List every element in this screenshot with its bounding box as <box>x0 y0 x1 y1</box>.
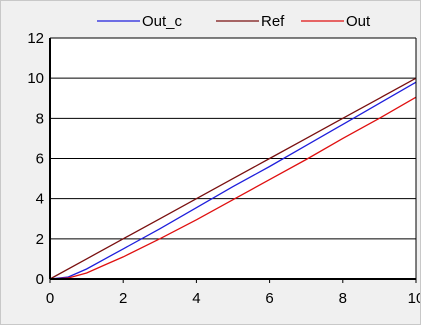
x-tick-label-4: 4 <box>192 290 200 307</box>
y-tick-label-0: 0 <box>36 271 44 288</box>
line-chart: 0 2 4 6 8 10 0 2 4 6 8 10 12 Out_c Ref Out <box>27 13 421 307</box>
x-tick-label-0: 0 <box>46 290 54 307</box>
y-tick-label-8: 8 <box>36 110 44 127</box>
x-tick-label-6: 6 <box>265 290 273 307</box>
series-lines <box>49 77 417 280</box>
series-line-out-c <box>49 81 417 280</box>
axes <box>49 37 417 280</box>
y-tick-label-4: 4 <box>36 191 44 208</box>
series-line-out <box>49 96 417 280</box>
y-tick-label-2: 2 <box>36 231 44 248</box>
y-tick-label-6: 6 <box>36 151 44 168</box>
legend-label-out-c: Out_c <box>142 13 183 30</box>
series-line-ref <box>49 77 417 280</box>
tick-labels: 0 2 4 6 8 10 0 2 4 6 8 10 12 <box>27 30 421 307</box>
x-tick-label-2: 2 <box>119 290 127 307</box>
x-tick-label-10: 10 <box>408 290 420 307</box>
legend-label-out: Out <box>346 13 371 30</box>
legend: Out_c Ref Out <box>97 13 371 30</box>
y-tick-label-10: 10 <box>27 70 44 87</box>
gridlines <box>50 77 416 240</box>
legend-label-ref: Ref <box>261 13 285 30</box>
x-tick-label-8: 8 <box>339 290 347 307</box>
y-tick-label-12: 12 <box>27 30 44 47</box>
